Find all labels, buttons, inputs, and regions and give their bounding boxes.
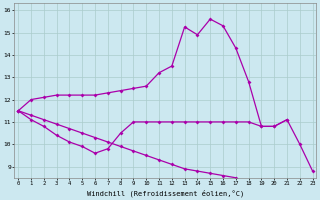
X-axis label: Windchill (Refroidissement éolien,°C): Windchill (Refroidissement éolien,°C)	[87, 189, 244, 197]
